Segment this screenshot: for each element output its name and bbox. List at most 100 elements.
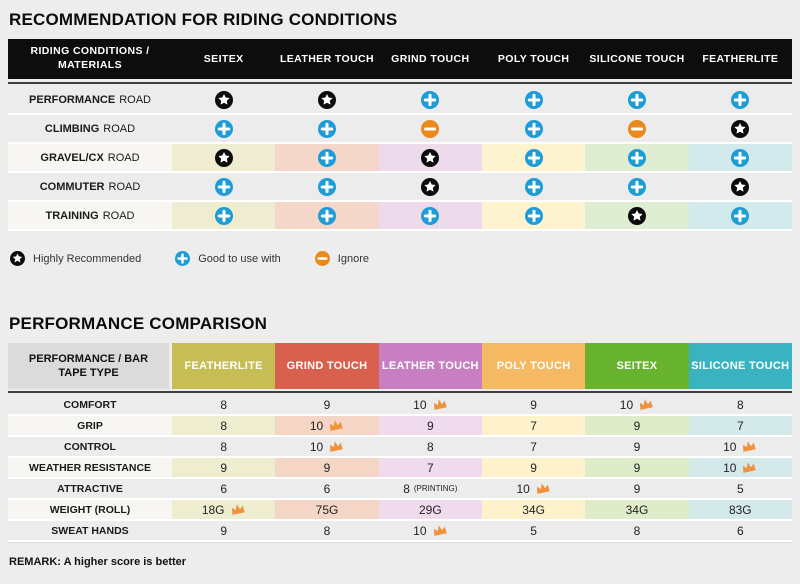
score-value: 9 xyxy=(323,460,331,475)
recommendation-cell xyxy=(275,115,379,142)
score-cell: 5 xyxy=(481,521,586,540)
score-cell: 5 xyxy=(688,479,792,498)
recommendation-cell xyxy=(585,202,689,229)
star-icon xyxy=(421,148,440,167)
legend-label: Highly Recommended xyxy=(33,252,142,265)
plus-icon xyxy=(421,206,440,225)
legend-label: Good to use with xyxy=(198,252,281,265)
plus-icon xyxy=(524,177,543,196)
score-cell: 10 xyxy=(585,395,689,414)
header-divider xyxy=(8,82,792,84)
recommendation-cell xyxy=(172,202,276,229)
score-cell: 10 xyxy=(378,395,482,414)
score-cell: 34G xyxy=(585,500,689,519)
recommendation-cell xyxy=(378,86,482,113)
column-header: SEITEX xyxy=(585,343,689,389)
legend-label: Ignore xyxy=(337,252,369,265)
performance-table-body: COMFORT 8 9 10 9 10 8 GRIP 8 10 9 7 9 7 CONTROL 8 10 8 7 9 1… xyxy=(8,395,792,542)
recommendation-cell xyxy=(378,202,482,229)
plus-icon xyxy=(421,90,440,109)
score-cell: 6 xyxy=(688,521,792,540)
plus-icon xyxy=(627,90,646,109)
plus-icon xyxy=(627,177,646,196)
score-cell: 9 xyxy=(378,416,482,435)
column-header: POLY TOUCH xyxy=(481,343,586,389)
score-cell: 83G xyxy=(688,500,792,519)
row-label: CLIMBING ROAD xyxy=(8,115,172,142)
legend-item: Ignore xyxy=(314,251,369,266)
score-cell: 10 xyxy=(275,437,379,456)
score-suffix: (PRINTING) xyxy=(413,484,458,493)
row-label-strong: GRAVEL/CX xyxy=(40,151,104,164)
row-label: WEATHER RESISTANCE xyxy=(8,458,172,477)
recommendation-cell xyxy=(172,86,276,113)
riding-conditions-table: RIDING CONDITIONS / MATERIALS SEITEX LEATH… xyxy=(8,39,792,231)
score-cell: 9 xyxy=(585,416,689,435)
recommendation-cell xyxy=(378,115,482,142)
score-cell: 9 xyxy=(481,458,586,477)
plus-icon xyxy=(317,148,336,167)
plus-icon xyxy=(731,206,750,225)
recommendation-cell xyxy=(688,202,792,229)
riding-table-body: PERFORMANCE ROAD CLIMBING ROAD GRAVEL/CX ROAD… xyxy=(8,86,792,231)
row-label: SWEAT HANDS xyxy=(8,521,172,540)
column-header: FEATHERLITE xyxy=(702,53,779,65)
column-header: SEITEX xyxy=(203,53,244,65)
score-cell: 8 xyxy=(172,437,276,456)
score-value: 10 xyxy=(516,481,530,496)
recommendation-cell xyxy=(275,86,379,113)
row-label-strong: PERFORMANCE xyxy=(29,93,116,106)
header-divider xyxy=(8,391,792,393)
recommendation-cell xyxy=(688,173,792,200)
crown-icon xyxy=(740,461,757,475)
score-cell: 10 xyxy=(481,479,586,498)
score-cell: 10 xyxy=(688,437,792,456)
remark: REMARK: A higher score is better xyxy=(9,556,187,568)
star-icon xyxy=(214,148,233,167)
section2-title: PERFORMANCE COMPARISON xyxy=(9,314,268,333)
score-value: 7 xyxy=(530,439,537,454)
table-row: GRAVEL/CX ROAD xyxy=(8,144,792,173)
plus-icon xyxy=(731,148,750,167)
score-cell: 7 xyxy=(378,458,482,477)
score-cell: 10 xyxy=(275,416,379,435)
row-label-strong: COMMUTER xyxy=(39,180,105,193)
score-value: 10 xyxy=(413,523,427,538)
recommendation-cell xyxy=(378,144,482,171)
row-label: TRAINING ROAD xyxy=(8,202,172,229)
table-row: COMMUTER ROAD xyxy=(8,173,792,202)
score-value: 5 xyxy=(736,481,744,496)
score-value: 7 xyxy=(426,460,434,475)
table-row: CLIMBING ROAD xyxy=(8,115,792,144)
plus-icon xyxy=(627,148,646,167)
score-value: 34G xyxy=(522,502,545,517)
score-value: 10 xyxy=(723,439,737,454)
recommendation-cell xyxy=(378,173,482,200)
row-label: PERFORMANCE ROAD xyxy=(8,86,172,113)
crown-icon xyxy=(431,398,448,412)
minus-icon xyxy=(314,251,330,266)
minus-icon xyxy=(627,119,646,138)
score-value: 9 xyxy=(633,439,641,454)
score-value: 9 xyxy=(530,397,537,412)
score-value: 8 xyxy=(426,439,434,454)
plus-icon xyxy=(524,206,543,225)
score-cell: 9 xyxy=(172,521,276,540)
score-value: 8 xyxy=(633,523,641,538)
score-value: 6 xyxy=(323,481,331,496)
score-cell: 6 xyxy=(172,479,276,498)
score-value: 6 xyxy=(736,523,744,538)
score-value: 8 xyxy=(220,439,227,454)
plus-icon xyxy=(175,251,191,266)
plus-icon xyxy=(524,119,543,138)
row-label-rest: ROAD xyxy=(119,93,151,106)
crown-icon xyxy=(740,440,757,454)
score-cell: 18G xyxy=(172,500,276,519)
score-value: 8 xyxy=(403,481,410,496)
plus-icon xyxy=(214,177,233,196)
recommendation-cell xyxy=(688,144,792,171)
riding-table-header-row: RIDING CONDITIONS / MATERIALS SEITEX LEATH… xyxy=(8,39,792,79)
column-header: LEATHER TOUCH xyxy=(279,53,375,65)
table-bottom-divider xyxy=(8,542,792,543)
score-value: 7 xyxy=(736,418,744,433)
